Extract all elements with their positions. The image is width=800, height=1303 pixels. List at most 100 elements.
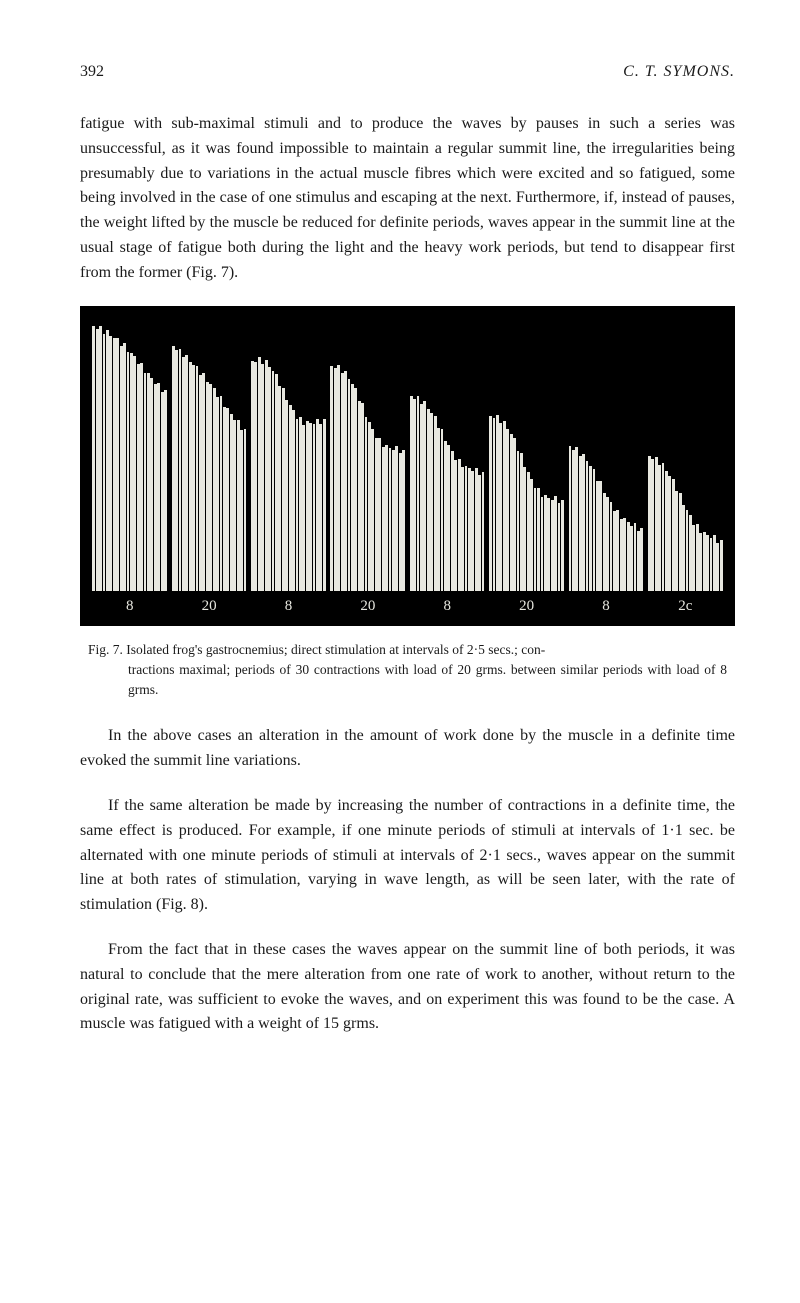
wave-line: [640, 528, 643, 591]
wave-line: [399, 453, 402, 591]
wave-line: [323, 419, 326, 591]
wave-line: [675, 491, 678, 591]
wave-line: [127, 352, 130, 591]
wave-line: [230, 414, 233, 591]
wave-line: [164, 390, 167, 591]
wave-line: [371, 429, 374, 592]
wave-line: [517, 451, 520, 591]
wave-line: [258, 357, 261, 591]
caption-line-1: Fig. 7. Isolated frog's gastrocnemius; d…: [88, 642, 545, 657]
wave-line: [451, 451, 454, 591]
wave-line: [547, 498, 550, 592]
wave-line: [506, 429, 509, 591]
wave-line: [427, 409, 430, 591]
wave-line: [634, 523, 637, 591]
wave-line: [313, 424, 316, 591]
wave-line: [172, 346, 175, 591]
paragraph-4: From the fact that in these cases the wa…: [80, 938, 735, 1037]
wave-line: [537, 488, 540, 592]
wave-line: [417, 396, 420, 591]
wave-group-0: 8: [92, 321, 167, 618]
wave-line: [606, 497, 609, 591]
wave-group-label: 8: [251, 595, 326, 618]
wave-group-label: 20: [489, 595, 564, 618]
paragraph-3: If the same alteration be made by increa…: [80, 794, 735, 918]
wave-group-label: 8: [410, 595, 485, 618]
wave-line: [465, 466, 468, 591]
wave-line: [410, 396, 413, 591]
wave-line: [306, 421, 309, 591]
wave-line: [551, 500, 554, 591]
wave-line: [116, 338, 119, 591]
wave-line: [599, 481, 602, 591]
wave-line: [423, 401, 426, 591]
wave-line: [395, 446, 398, 591]
wave-line: [351, 384, 354, 591]
wave-line: [299, 417, 302, 591]
wave-group-2: 8: [251, 321, 326, 618]
wave-line: [144, 373, 147, 591]
caption-line-2: tractions maximal; periods of 30 contrac…: [128, 662, 727, 697]
wave-line: [244, 429, 247, 591]
wave-line: [254, 362, 257, 591]
wave-line: [444, 441, 447, 591]
wave-line: [223, 407, 226, 591]
wave-group-label: 20: [330, 595, 405, 618]
wave-line: [368, 422, 371, 591]
wave-line: [133, 356, 136, 591]
wave-line: [226, 408, 229, 591]
wave-line: [503, 421, 506, 591]
wave-line: [292, 410, 295, 591]
wave-line: [378, 438, 381, 592]
wave-line: [554, 496, 557, 591]
wave-line: [430, 413, 433, 591]
wave-line: [530, 479, 533, 592]
wave-line: [627, 522, 630, 591]
wave-line: [468, 468, 471, 591]
wave-group-label: 8: [92, 595, 167, 618]
wave-pattern: [410, 396, 485, 591]
wave-line: [209, 384, 212, 591]
wave-line: [665, 471, 668, 592]
wave-line: [130, 353, 133, 591]
wave-group-6: 8: [568, 321, 643, 618]
wave-line: [341, 373, 344, 591]
wave-line: [679, 493, 682, 591]
wave-line: [261, 364, 264, 591]
wave-line: [289, 405, 292, 592]
wave-line: [344, 371, 347, 591]
wave-line: [623, 518, 626, 591]
wave-line: [337, 365, 340, 591]
wave-line: [202, 373, 205, 591]
wave-line: [541, 497, 544, 591]
wave-line: [651, 459, 654, 591]
wave-line: [527, 472, 530, 591]
wave-line: [662, 463, 665, 591]
wave-line: [420, 404, 423, 591]
wave-line: [478, 475, 481, 591]
wave-line: [358, 401, 361, 591]
wave-line: [361, 403, 364, 591]
wave-line: [699, 533, 702, 591]
wave-line: [109, 336, 112, 591]
wave-line: [137, 364, 140, 591]
wave-line: [610, 502, 613, 591]
wave-line: [510, 434, 513, 591]
wave-line: [103, 334, 106, 591]
wave-line: [593, 469, 596, 591]
wave-line: [402, 450, 405, 591]
wave-line: [179, 349, 182, 591]
wave-line: [558, 503, 561, 591]
wave-line: [240, 430, 243, 591]
wave-line: [482, 472, 485, 591]
wave-line: [120, 346, 123, 591]
wave-line: [475, 468, 478, 591]
wave-pattern: [251, 361, 326, 591]
wave-line: [613, 511, 616, 591]
wave-line: [575, 447, 578, 591]
wave-line: [544, 495, 547, 591]
wave-line: [620, 519, 623, 591]
wave-group-5: 20: [489, 321, 564, 618]
wave-line: [493, 418, 496, 591]
wave-line: [561, 500, 564, 591]
